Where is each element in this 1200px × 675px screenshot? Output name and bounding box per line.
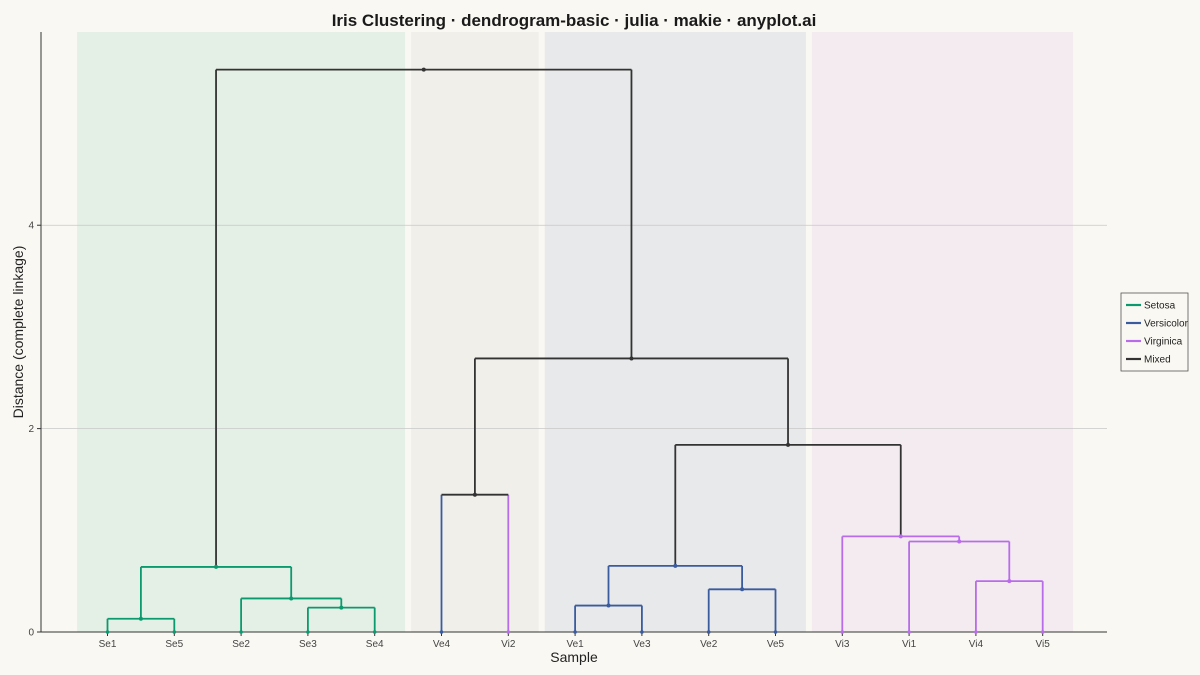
y-ticks: 0 2 4 — [28, 221, 41, 639]
band-mixed — [411, 32, 539, 632]
leaf-label-vi2: Vi2 — [501, 639, 516, 650]
gridlines — [41, 224, 1107, 429]
y-tick-label: 4 — [28, 221, 34, 232]
node-m2 — [289, 596, 294, 601]
legend-label-setosa: Setosa — [1144, 301, 1176, 312]
x-axis-label: Sample — [550, 649, 598, 665]
leaf-node-se1 — [105, 630, 110, 634]
legend-label-mixed: Mixed — [1144, 355, 1171, 366]
leaf-node-se4 — [372, 630, 377, 634]
leaf-label-se5: Se5 — [165, 639, 183, 650]
leaf-label-ve3: Ve3 — [633, 639, 651, 650]
leaf-node-vi1 — [907, 630, 911, 634]
node-m13 — [421, 67, 426, 72]
legend-label-versicolor: Versicolor — [1144, 319, 1189, 330]
node-m8 — [1007, 579, 1012, 584]
leaf-label-ve5: Ve5 — [767, 639, 785, 650]
leaf-node-vi5 — [1040, 630, 1045, 634]
node-m6 — [740, 587, 745, 592]
node-m7 — [673, 563, 678, 568]
leaf-label-ve4: Ve4 — [433, 639, 451, 650]
leaf-node-se3 — [306, 630, 310, 634]
leaf-node-ve4 — [439, 630, 444, 634]
y-tick-label: 0 — [28, 628, 34, 639]
node-m3 — [214, 564, 219, 569]
leaf-label-vi3: Vi3 — [835, 639, 850, 650]
leaf-label-se4: Se4 — [366, 639, 384, 650]
band-virginica — [811, 32, 1074, 632]
leaf-node-vi3 — [840, 630, 845, 634]
node-m9 — [957, 539, 962, 544]
leaf-node-ve3 — [640, 630, 644, 634]
leaf-label-ve2: Ve2 — [700, 639, 718, 650]
y-tick-label: 2 — [28, 424, 34, 435]
leaf-node-ve1 — [573, 630, 577, 634]
leaf-label-vi1: Vi1 — [902, 639, 917, 650]
chart-title: Iris Clustering · dendrogram-basic · jul… — [332, 11, 817, 30]
node-m4 — [472, 492, 477, 497]
node-m1 — [339, 605, 344, 610]
group-bands — [77, 32, 1074, 632]
leaf-label-se1: Se1 — [99, 639, 117, 650]
legend: Setosa Versicolor Virginica Mixed — [1120, 292, 1189, 372]
x-ticks: Se1 Se5 Se2 Se3 Se4 Ve4 Vi2 Ve1 Ve3 Ve2 Ve5 Vi3 Vi1 V… — [99, 632, 1051, 650]
dendrogram-nodes — [105, 67, 1045, 634]
leaf-label-ve1: Ve1 — [566, 639, 584, 650]
leaf-node-se5 — [172, 630, 177, 634]
leaf-node-vi4 — [974, 630, 978, 634]
leaf-label-se3: Se3 — [299, 639, 317, 650]
leaf-label-se2: Se2 — [232, 639, 250, 650]
node-m10 — [898, 534, 903, 539]
band-setosa — [77, 32, 406, 632]
legend-label-virginica: Virginica — [1144, 337, 1183, 348]
dendrogram-links — [106, 68, 1044, 632]
leaf-node-ve5 — [773, 630, 778, 634]
leaf-label-vi4: Vi4 — [969, 639, 984, 650]
leaf-node-vi2 — [506, 630, 511, 634]
leaf-node-se2 — [239, 630, 243, 634]
node-m5 — [606, 603, 611, 608]
y-axis-label: Distance (complete linkage) — [10, 246, 26, 419]
node-m0 — [138, 616, 143, 621]
leaf-label-vi5: Vi5 — [1036, 639, 1051, 650]
node-m12 — [629, 356, 634, 361]
node-m11 — [786, 442, 791, 447]
leaf-node-ve2 — [706, 630, 711, 634]
